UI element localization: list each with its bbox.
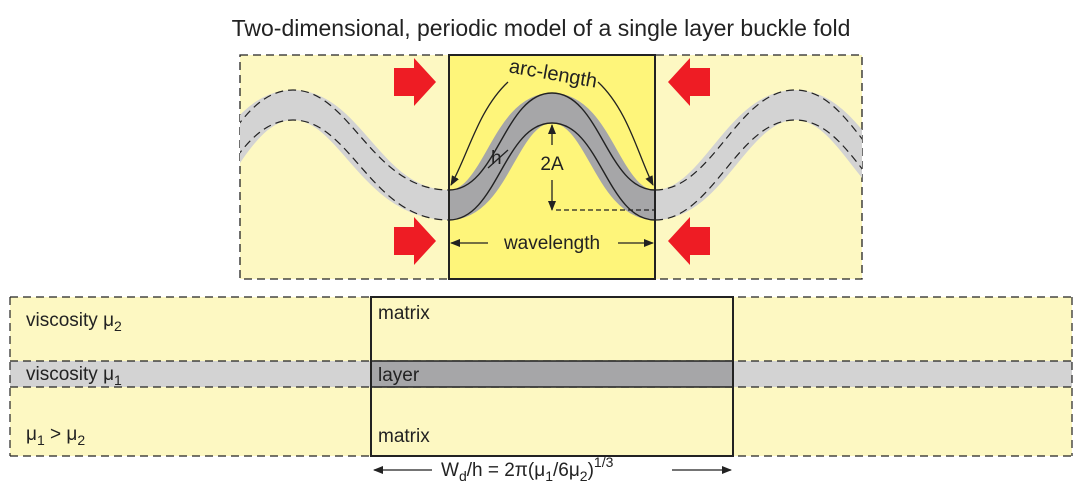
viscosity-2-label: viscosity μ2: [26, 310, 122, 334]
viscosity-1-label: viscosity μ1: [26, 364, 122, 388]
compression-arrow-bottom-left: [394, 217, 436, 265]
arc-length-arrow-right: [597, 81, 654, 186]
wavelength-formula: Wd/h = 2π(μ1/6μ2)1/3: [441, 454, 614, 484]
compression-arrow-top-right: [668, 58, 710, 106]
matrix-bottom-label: matrix: [378, 426, 430, 447]
thickness-label: h: [491, 148, 502, 169]
viscosity-relation-label: μ1 > μ2: [26, 424, 85, 448]
amplitude-label: 2A: [540, 154, 564, 175]
right-periodic-fold: [655, 89, 862, 221]
matrix-top-label: matrix: [378, 303, 430, 324]
model-domain-border: [448, 54, 656, 280]
left-periodic-fold: [240, 89, 449, 221]
model-domain-box: [370, 296, 734, 457]
central-fold-layer: [449, 92, 655, 221]
wavelength-label: wavelength: [503, 233, 600, 254]
layer-label: layer: [378, 365, 420, 386]
arc-length-arrow-left: [450, 81, 509, 186]
model-layer-fill: [371, 361, 733, 387]
compression-arrow-top-left: [394, 58, 436, 106]
diagram-title: Two-dimensional, periodic model of a sin…: [232, 15, 851, 41]
thickness-tick: [487, 149, 509, 169]
compression-arrow-bottom-right: [668, 217, 710, 265]
